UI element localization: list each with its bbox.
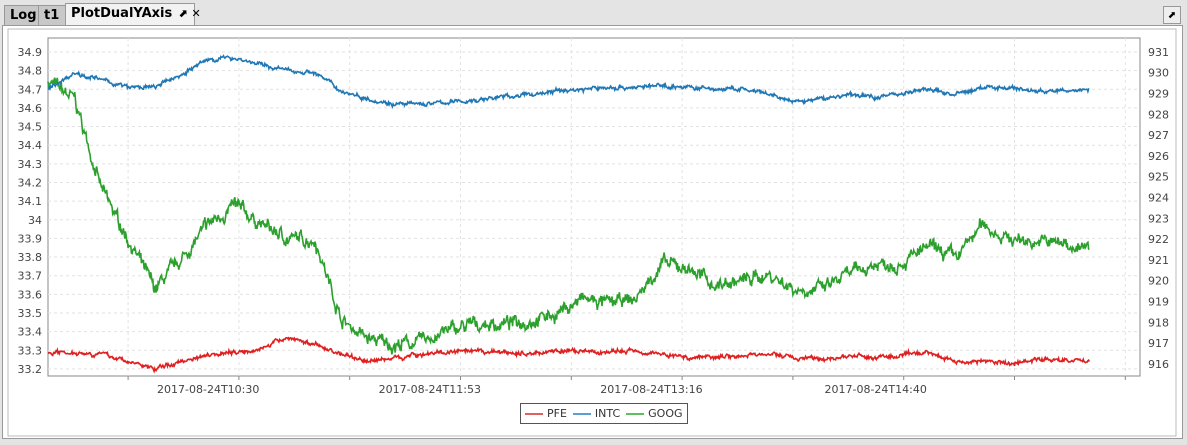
left-tick-label: 33.4 — [18, 326, 43, 339]
left-tick-label: 34.4 — [18, 139, 43, 152]
tab-bar: Log t1 PlotDualYAxis ⬈ ✕ ⬈ — [0, 0, 1187, 26]
tab-plotdualyaxis[interactable]: PlotDualYAxis ⬈ ✕ — [65, 3, 201, 26]
left-tick-label: 34 — [28, 214, 42, 227]
left-tick-label: 33.8 — [18, 251, 43, 264]
tab-label: t1 — [44, 8, 60, 23]
left-tick-label: 34.5 — [18, 121, 43, 134]
left-tick-label: 34.8 — [18, 65, 43, 78]
series-line-goog — [47, 77, 1090, 355]
plot-area — [47, 37, 1141, 377]
right-tick-label: 918 — [1148, 316, 1169, 329]
legend-item-goog: GOOG — [626, 404, 683, 423]
left-tick-label: 33.7 — [18, 270, 43, 283]
left-tick-label: 33.2 — [18, 363, 43, 376]
left-tick-label: 33.3 — [18, 344, 43, 357]
legend-item-pfe: PFE — [525, 404, 567, 423]
right-tick-label: 919 — [1148, 296, 1169, 309]
tab-label: Log — [10, 8, 37, 23]
right-tick-label: 930 — [1148, 67, 1169, 80]
right-tick-label: 922 — [1148, 233, 1169, 246]
maximize-button[interactable]: ⬈ — [1163, 6, 1181, 24]
legend-label: INTC — [594, 407, 621, 420]
legend: PFE INTC GOOG — [520, 403, 688, 424]
x-tick-label: 2017-08-24T11:53 — [379, 383, 481, 396]
undock-icon[interactable]: ⬈ — [178, 7, 188, 20]
right-tick-label: 929 — [1148, 88, 1169, 101]
left-tick-label: 33.9 — [18, 232, 43, 245]
x-tick-label: 2017-08-24T10:30 — [157, 383, 259, 396]
close-icon[interactable]: ✕ — [191, 7, 201, 20]
x-tick-label: 2017-08-24T13:16 — [600, 383, 702, 396]
right-tick-label: 916 — [1148, 358, 1169, 371]
left-tick-label: 34.2 — [18, 176, 43, 189]
right-tick-label: 931 — [1148, 46, 1169, 59]
right-tick-label: 925 — [1148, 171, 1169, 184]
series-line-pfe — [47, 336, 1091, 374]
left-tick-label: 34.6 — [18, 102, 43, 115]
right-tick-label: 926 — [1148, 150, 1169, 163]
right-tick-label: 920 — [1148, 275, 1169, 288]
legend-label: GOOG — [648, 407, 683, 420]
legend-label: PFE — [547, 407, 567, 420]
left-tick-label: 33.5 — [18, 307, 43, 320]
tab-label: PlotDualYAxis — [71, 6, 173, 21]
left-tick-label: 34.3 — [18, 158, 43, 171]
right-tick-label: 923 — [1148, 212, 1169, 225]
right-tick-label: 921 — [1148, 254, 1169, 267]
left-tick-label: 34.1 — [18, 195, 43, 208]
right-tick-label: 924 — [1148, 192, 1169, 205]
left-tick-label: 34.7 — [18, 83, 43, 96]
right-tick-label: 928 — [1148, 108, 1169, 121]
series-line-intc — [47, 54, 1090, 109]
x-tick-label: 2017-08-24T14:40 — [824, 383, 926, 396]
left-tick-label: 34.9 — [18, 46, 43, 59]
right-tick-label: 927 — [1148, 129, 1169, 142]
right-tick-label: 917 — [1148, 337, 1169, 350]
left-tick-label: 33.6 — [18, 288, 43, 301]
legend-item-intc: INTC — [572, 404, 621, 423]
